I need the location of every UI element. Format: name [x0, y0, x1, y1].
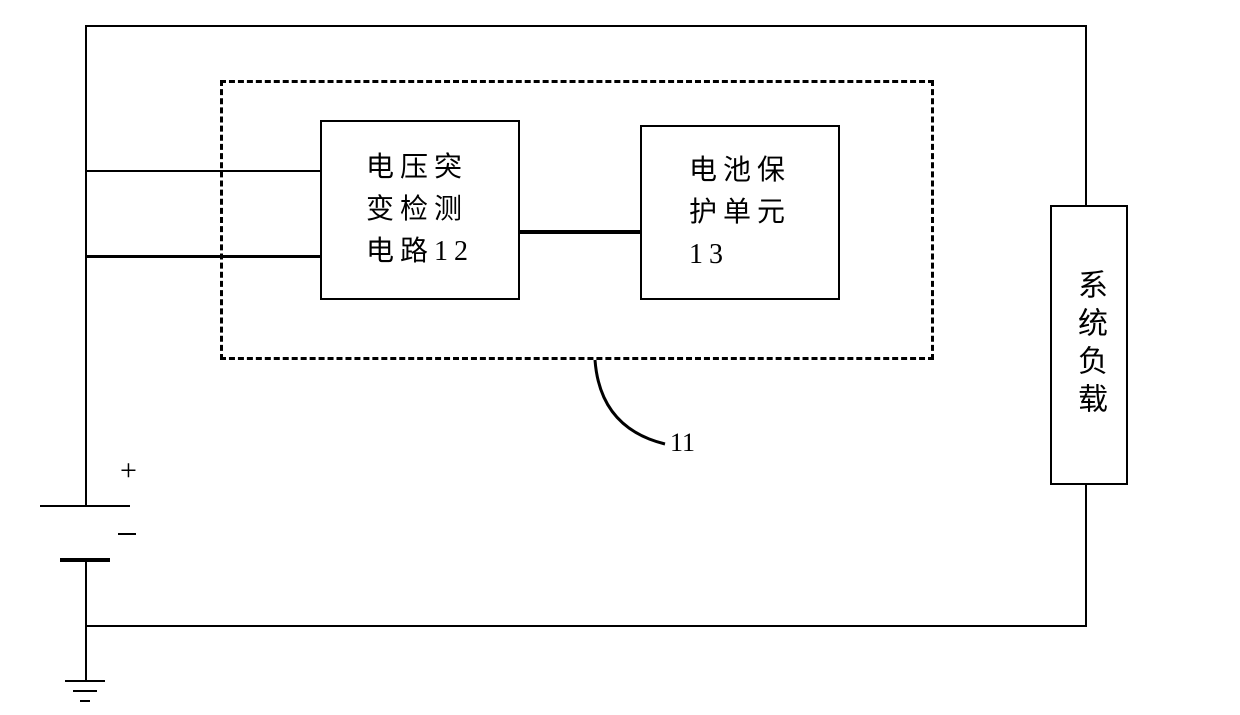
- system-load-block: 系统负载: [1050, 205, 1128, 485]
- wire-load-up: [1085, 25, 1087, 205]
- wire-top-rail: [85, 25, 1087, 27]
- battery-minus-symbol: [118, 533, 136, 535]
- battery-positive-plate: [40, 505, 130, 507]
- battery-protect-block: 电池保 护单元 13: [640, 125, 840, 300]
- ground-tier-1: [65, 680, 105, 682]
- voltage-surge-detect-block: 电压突 变检测 电路12: [320, 120, 520, 300]
- battery-plus-symbol: +: [120, 454, 137, 488]
- ground-tier-3: [80, 700, 90, 702]
- wire-bottom-rail: [85, 625, 1087, 627]
- wire-load-down: [1085, 485, 1087, 627]
- wire-battery-down: [85, 562, 87, 680]
- module-11-label: 11: [670, 428, 695, 458]
- ground-tier-2: [73, 690, 97, 692]
- diagram-canvas: + 11 电压突 变检测 电路12 电池保 护单元 13 系统负载: [0, 0, 1240, 715]
- wire-battery-up: [85, 25, 87, 505]
- voltage-surge-detect-label: 电压突 变检测 电路12: [366, 147, 474, 273]
- battery-protect-label: 电池保 护单元 13: [689, 150, 791, 276]
- system-load-label: 系统负载: [1067, 269, 1111, 421]
